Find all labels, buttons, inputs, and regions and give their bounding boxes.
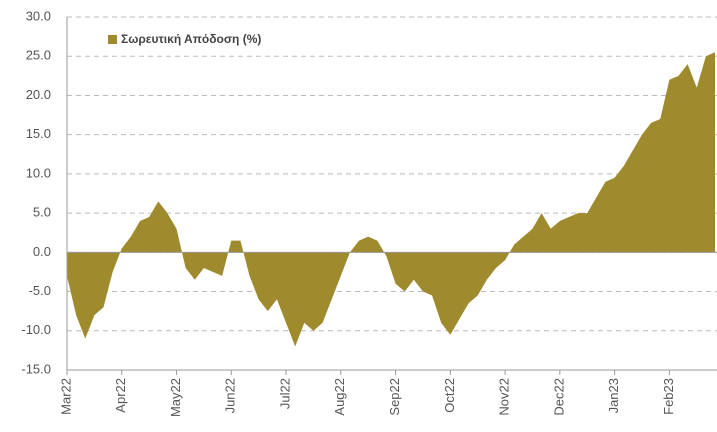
y-tick-label: 0.0 [33,244,51,259]
x-tick-label: Aug22 [332,378,347,416]
x-tick-label: Oct22 [442,378,457,413]
x-tick-label: Sep22 [387,378,402,416]
legend-label: Σωρευτική Απόδοση (%) [121,32,261,46]
y-tick-label: 15.0 [26,126,51,141]
x-tick-label: Nov22 [497,378,512,416]
legend-swatch [108,35,117,44]
x-tick-label: Jul22 [277,378,292,409]
x-tick-label: Jan23 [606,378,621,413]
x-tick-label: Feb23 [661,378,676,415]
x-tick-label: Dec22 [551,378,566,416]
y-tick-label: -5.0 [29,283,51,298]
x-tick-label: Mar22 [58,378,73,415]
y-tick-label: 5.0 [33,205,51,220]
y-tick-label: -10.0 [21,322,51,337]
y-tick-label: -15.0 [21,361,51,376]
x-tick-label: Jun22 [223,378,238,413]
area [67,52,715,347]
x-tick-label: Apr22 [113,378,128,413]
y-tick-label: 30.0 [26,8,51,23]
y-tick-label: 25.0 [26,48,51,63]
y-tick-label: 10.0 [26,165,51,180]
y-tick-label: 20.0 [26,87,51,102]
x-tick-label: May22 [168,378,183,417]
